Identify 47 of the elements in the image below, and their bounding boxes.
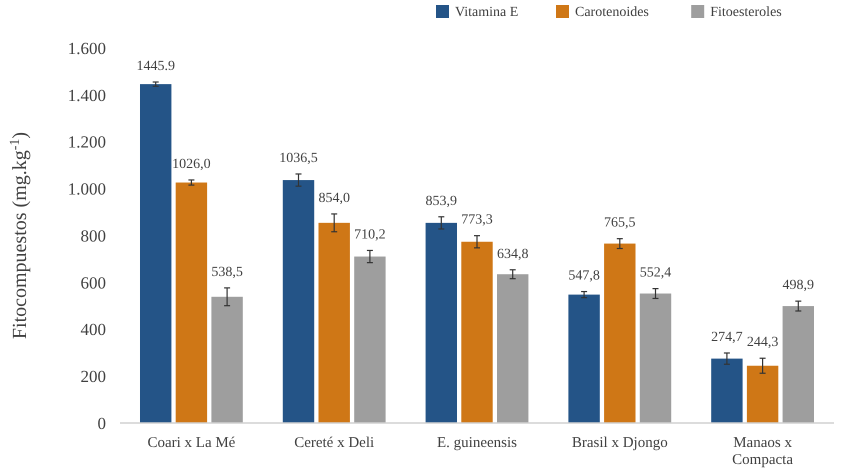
bar (461, 242, 493, 423)
bar (496, 274, 528, 423)
data-label: 710,2 (354, 227, 386, 242)
y-tick-label: 800 (80, 226, 106, 246)
y-tick-label: 1.000 (68, 180, 106, 199)
bar (568, 294, 600, 423)
bar (711, 358, 743, 423)
data-label: 547,8 (568, 268, 600, 284)
data-label: 538,5 (211, 264, 243, 280)
x-tick-label: E. guineensis (437, 435, 518, 451)
bar (746, 366, 778, 423)
legend-label: Vitamina E (455, 5, 518, 20)
y-tick-label: 400 (80, 320, 106, 340)
x-tick-label: Coari x La Mé (147, 435, 236, 451)
y-tick-label: 200 (80, 367, 106, 386)
x-tick-label: Manaos x Compacta (732, 435, 794, 468)
bar (640, 294, 672, 423)
bar (176, 182, 208, 423)
x-tick-label: Brasil x Djongo (572, 435, 668, 451)
y-tick-label: 1.600 (68, 38, 106, 58)
bar (140, 84, 172, 423)
bar (782, 306, 814, 423)
data-label: 773,3 (461, 212, 493, 228)
data-label: 1445.9 (136, 59, 175, 74)
x-tick-label: Cereté x Deli (294, 435, 374, 451)
legend-label: Carotenoides (575, 5, 649, 20)
y-tick-label: 1.400 (68, 86, 106, 105)
data-label: 1036,5 (279, 150, 318, 166)
bar (282, 180, 314, 423)
data-label: 1026,0 (172, 156, 211, 172)
data-label: 853,9 (426, 194, 458, 209)
data-label: 274,7 (711, 330, 743, 345)
y-tick-label: 1.200 (68, 132, 106, 152)
legend-label: Fitoesteroles (710, 5, 782, 20)
y-tick-label: 0 (98, 414, 106, 433)
data-label: 244,3 (746, 335, 778, 350)
y-tick-label: 600 (80, 273, 106, 292)
bar (426, 222, 458, 423)
bar (211, 296, 243, 423)
bar (354, 256, 386, 423)
data-label: 854,0 (318, 190, 350, 206)
data-label: 634,8 (496, 246, 528, 262)
bar (604, 244, 636, 423)
data-label: 552,4 (640, 266, 672, 281)
data-label: 498,9 (782, 278, 814, 294)
data-label: 765,5 (604, 216, 636, 231)
bar (318, 222, 350, 423)
